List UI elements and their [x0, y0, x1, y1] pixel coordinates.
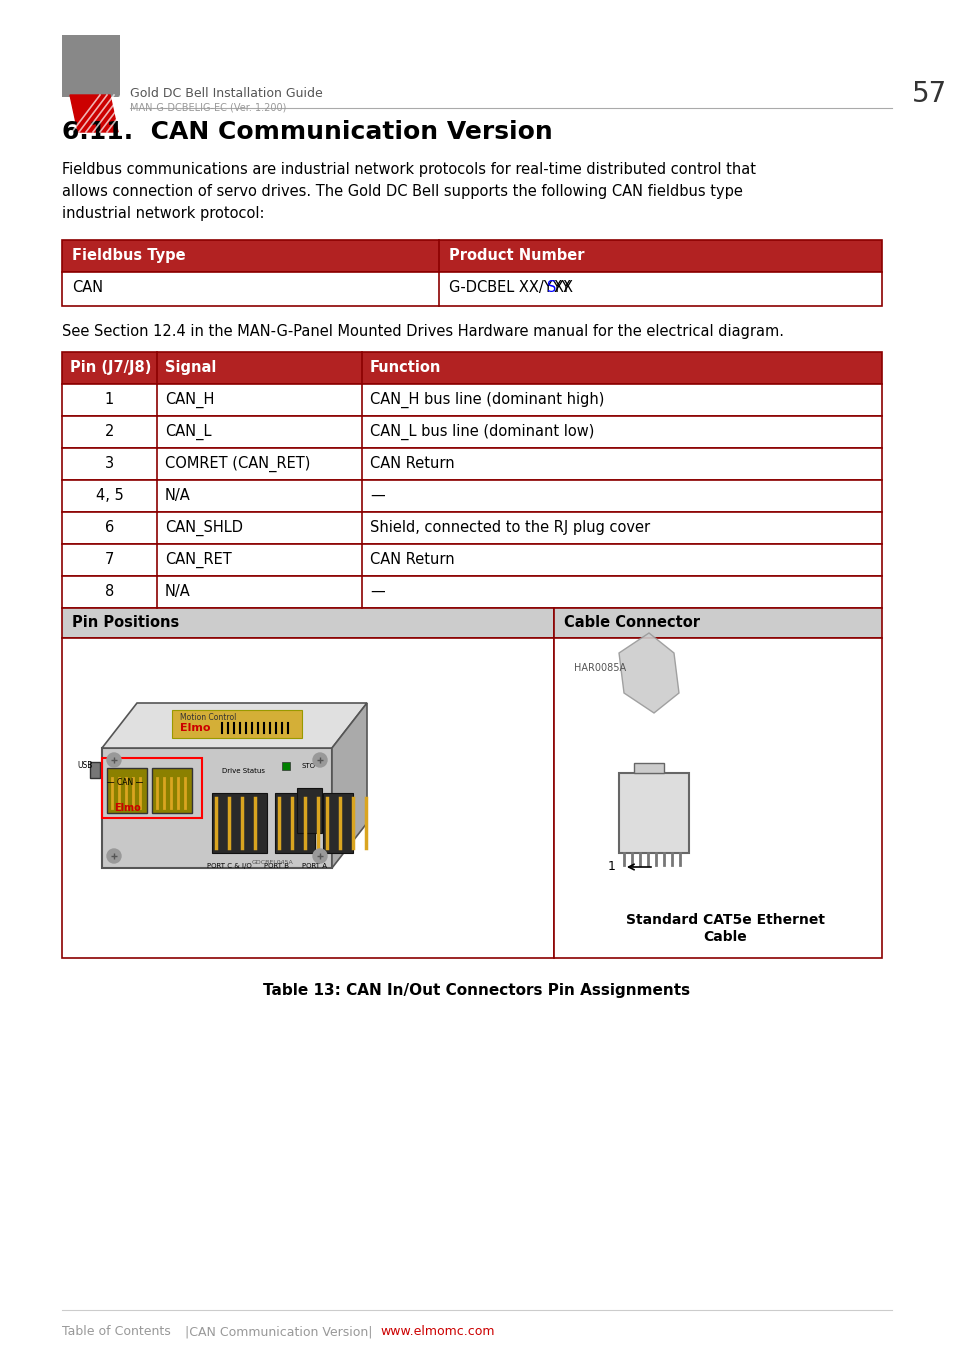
Text: industrial network protocol:: industrial network protocol:	[62, 207, 264, 221]
Bar	[554, 608, 882, 639]
Bar	[62, 576, 882, 608]
Text: Elmo: Elmo	[180, 724, 211, 733]
Polygon shape	[618, 633, 679, 713]
Text: 2: 2	[105, 424, 114, 439]
Text: 57: 57	[911, 80, 946, 108]
Text: USB: USB	[77, 761, 92, 771]
Text: Fieldbus Type: Fieldbus Type	[71, 248, 186, 263]
Bar	[274, 792, 314, 853]
Circle shape	[107, 849, 121, 863]
Text: CAN Return: CAN Return	[370, 552, 455, 567]
Bar	[102, 757, 202, 818]
Polygon shape	[70, 95, 118, 132]
Text: Cable: Cable	[703, 930, 746, 944]
Text: —: —	[370, 487, 384, 504]
Polygon shape	[102, 703, 367, 748]
Text: CAN_H: CAN_H	[165, 392, 214, 408]
Bar	[107, 768, 147, 813]
Text: HAR0085A: HAR0085A	[574, 663, 625, 674]
Bar	[62, 352, 882, 383]
Text: Signal: Signal	[165, 360, 216, 375]
Text: Pin Positions: Pin Positions	[71, 616, 179, 630]
Text: N/A: N/A	[165, 585, 191, 599]
Text: allows connection of servo drives. The Gold DC Bell supports the following CAN f: allows connection of servo drives. The G…	[62, 184, 742, 198]
Text: www.elmomc.com: www.elmomc.com	[379, 1324, 494, 1338]
Text: Pin (J7/J8): Pin (J7/J8)	[70, 360, 152, 375]
Text: 6: 6	[105, 520, 114, 535]
Text: 8: 8	[105, 585, 114, 599]
Text: GDCBEL045A: GDCBEL045A	[252, 860, 294, 865]
Circle shape	[107, 753, 121, 767]
Text: — CAN —: — CAN —	[107, 778, 143, 787]
Text: 6.11.  CAN Communication Version: 6.11. CAN Communication Version	[62, 120, 552, 144]
Bar	[62, 35, 120, 97]
Text: Standard CAT5e Ethernet: Standard CAT5e Ethernet	[625, 913, 824, 927]
Text: Gold DC Bell Installation Guide: Gold DC Bell Installation Guide	[130, 86, 322, 100]
Bar	[323, 792, 353, 853]
Polygon shape	[332, 703, 367, 868]
Bar	[62, 512, 882, 544]
Text: PORT A: PORT A	[302, 863, 327, 869]
Text: CAN: CAN	[71, 279, 103, 296]
Bar	[102, 748, 332, 868]
Bar	[618, 774, 688, 853]
Text: |CAN Communication Version|: |CAN Communication Version|	[185, 1324, 372, 1338]
Text: Shield, connected to the RJ plug cover: Shield, connected to the RJ plug cover	[370, 520, 649, 535]
Bar	[90, 761, 100, 778]
Text: CAN_L bus line (dominant low): CAN_L bus line (dominant low)	[370, 424, 594, 440]
Text: COMRET (CAN_RET): COMRET (CAN_RET)	[165, 456, 310, 472]
Text: 1: 1	[607, 860, 616, 873]
Text: Motion Control: Motion Control	[180, 714, 236, 722]
Text: Elmo: Elmo	[113, 803, 141, 813]
Bar	[62, 383, 882, 416]
Text: CAN_L: CAN_L	[165, 424, 212, 440]
Bar	[212, 792, 267, 853]
Bar	[62, 544, 882, 576]
Text: MAN-G-DCBELIG-EC (Ver. 1.200): MAN-G-DCBELIG-EC (Ver. 1.200)	[130, 103, 286, 113]
Bar	[62, 416, 882, 448]
Text: 4, 5: 4, 5	[95, 487, 123, 504]
Text: Drive Status: Drive Status	[222, 768, 265, 774]
Text: CAN_RET: CAN_RET	[165, 552, 232, 568]
Circle shape	[313, 753, 327, 767]
Bar	[62, 240, 882, 271]
Text: CAN Return: CAN Return	[370, 456, 455, 471]
Text: Product Number: Product Number	[449, 248, 584, 263]
Bar	[172, 710, 302, 738]
Text: Fieldbus communications are industrial network protocols for real-time distribut: Fieldbus communications are industrial n…	[62, 162, 755, 177]
Text: STO: STO	[302, 763, 315, 769]
Bar	[62, 448, 882, 481]
Bar	[296, 788, 322, 833]
Text: —: —	[370, 585, 384, 599]
Text: 3: 3	[105, 456, 114, 471]
Bar	[62, 639, 554, 958]
Bar	[62, 352, 882, 383]
Text: CAN_H bus line (dominant high): CAN_H bus line (dominant high)	[370, 392, 604, 408]
Text: Cable Connector: Cable Connector	[563, 616, 700, 630]
Text: Function: Function	[370, 360, 441, 375]
Bar	[634, 763, 663, 774]
Bar	[62, 608, 554, 639]
Text: CAN_SHLD: CAN_SHLD	[165, 520, 243, 536]
Bar	[152, 768, 192, 813]
Bar	[62, 481, 882, 512]
Text: PORT B: PORT B	[264, 863, 289, 869]
Bar	[282, 761, 290, 770]
Text: XX: XX	[554, 279, 574, 296]
Text: N/A: N/A	[165, 487, 191, 504]
Text: Table of Contents: Table of Contents	[62, 1324, 171, 1338]
Bar	[62, 240, 882, 271]
Text: 1: 1	[105, 392, 114, 406]
Circle shape	[313, 849, 327, 863]
Text: See Section 12.4 in the MAN-G-Panel Mounted Drives Hardware manual for the elect: See Section 12.4 in the MAN-G-Panel Moun…	[62, 324, 783, 339]
Text: Table 13: CAN In/Out Connectors Pin Assignments: Table 13: CAN In/Out Connectors Pin Assi…	[263, 983, 690, 998]
Text: G-DCBEL XX/YYY: G-DCBEL XX/YYY	[449, 279, 570, 296]
Text: S: S	[546, 279, 556, 296]
Text: PORT C & I/O: PORT C & I/O	[207, 863, 252, 869]
Bar	[554, 639, 882, 958]
Bar	[62, 271, 882, 306]
Text: 7: 7	[105, 552, 114, 567]
